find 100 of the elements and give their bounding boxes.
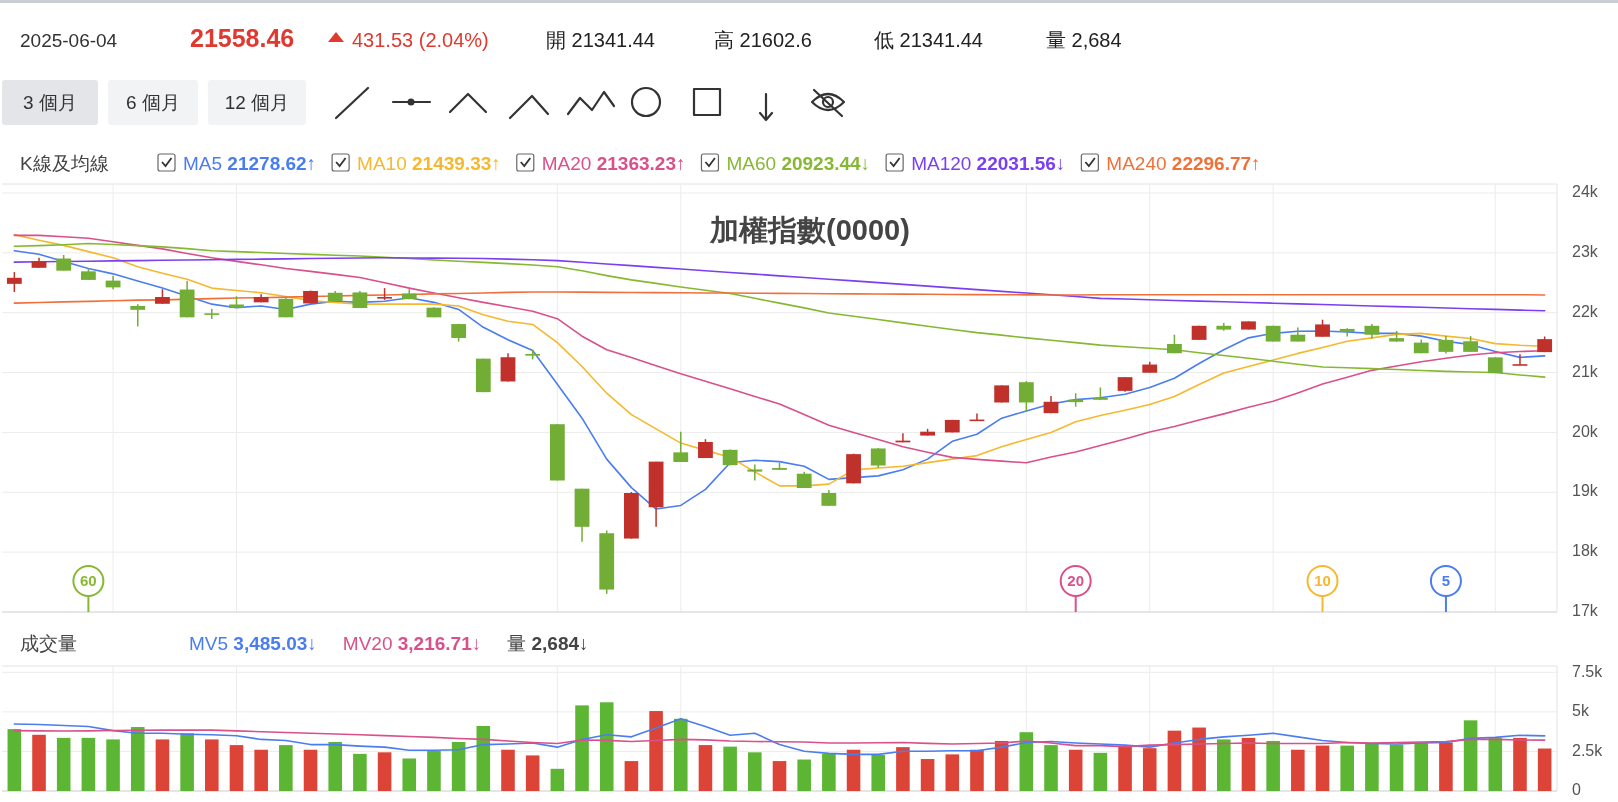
bar [1217,739,1231,791]
candlestick [130,303,146,328]
bar [624,761,639,791]
bar [1044,745,1058,791]
bar [229,745,244,791]
annotation: 5 [1441,571,1451,589]
bar [970,749,984,791]
y-tick-label: 2.5k [1572,741,1604,759]
bar [1439,742,1453,791]
text: 21558.46 [190,24,295,52]
bar [180,733,194,791]
text: MA5 21278.62↑ [183,153,317,174]
candlestick [1018,380,1034,413]
bar [772,761,787,791]
text: 431.53 (2.04%) [352,29,489,51]
text: 加權指數(0000) [709,214,910,246]
legend-title: 成交量 [20,633,77,654]
y-tick-label: 17k [1572,602,1599,620]
text: 低 21341.44 [874,29,983,51]
annotation: 60 [80,571,97,589]
bar [1118,746,1132,791]
bar [7,729,22,791]
bar [1340,745,1354,791]
candlestick [1512,353,1528,366]
bar [402,758,417,791]
bar [32,734,46,791]
bar [377,752,392,791]
line-series [13,729,1546,748]
y-tick-label: 18k [1572,542,1599,560]
candlestick [673,430,689,463]
text: MA20 21363.23↑ [541,153,686,174]
y-tick-label: 0 [1572,781,1581,799]
candlestick [747,463,763,482]
bar [427,750,441,791]
bar [920,759,935,791]
candlestick [6,271,22,293]
bar [822,753,836,791]
bar [1365,743,1379,791]
line-series [13,291,1546,304]
text: 量 2,684 [1046,29,1122,51]
bar [1315,745,1330,791]
bar [1537,748,1552,791]
y-tick-label: 22k [1572,302,1599,320]
bar [1513,737,1527,791]
y-tick-label: 20k [1572,422,1599,440]
bar [205,739,219,791]
bar [106,739,120,791]
bar [550,768,565,791]
bar [1241,737,1256,791]
bar [81,737,96,791]
bar [846,749,861,791]
bar [1463,720,1478,791]
bar [748,752,762,791]
text: MA10 21439.33↑ [357,153,501,174]
bar [1192,727,1206,791]
bar [797,759,811,791]
annotation: 10 [1314,571,1331,589]
text: 2025-06-04 [20,30,118,51]
bar [1019,732,1034,791]
annotation: 20 [1067,571,1085,589]
bar [525,755,540,791]
bar [896,747,910,791]
bar [56,737,71,791]
bar [945,754,960,791]
bar [723,746,737,791]
line-series [13,257,1546,312]
y-tick-label: 23k [1572,243,1599,261]
bar [1093,752,1108,791]
bar [649,711,663,791]
bar [476,726,491,791]
text: MV20 3,216.71↓ [342,633,482,654]
text: 量 2,684↓ [507,633,589,654]
text: MV5 3,485.03↓ [189,633,317,654]
bar [599,702,614,791]
y-tick-label: 7.5k [1572,662,1604,680]
bar [1414,743,1429,791]
text: MA240 22296.77↑ [1106,153,1261,174]
bar [328,742,342,791]
legend-title: K線及均線 [20,153,109,174]
y-tick-label: 19k [1572,482,1599,500]
bar [1068,749,1083,791]
text: 6 個月 [126,92,180,113]
bar [303,749,318,791]
bar [1142,748,1157,791]
text: 3 個月 [23,92,77,113]
text: 12 個月 [224,92,290,113]
y-tick-label: 24k [1572,183,1599,201]
bar [501,749,515,791]
text: MA120 22031.56↓ [911,153,1066,174]
line-series [13,717,1546,756]
bar [575,705,589,791]
bar [871,754,886,791]
bar [1167,730,1182,791]
bar [698,745,713,791]
bar [1389,744,1404,791]
candlestick [1339,327,1355,338]
bar [254,749,268,791]
text: 高 21602.6 [714,29,812,51]
y-tick-label: 5k [1572,702,1590,720]
bar [1291,749,1305,791]
